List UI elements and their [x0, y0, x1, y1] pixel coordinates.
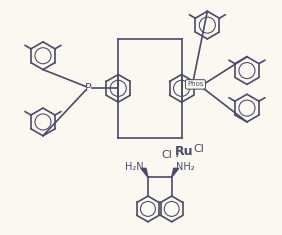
Text: P: P: [85, 83, 92, 93]
Text: Ru: Ru: [175, 145, 194, 158]
Polygon shape: [172, 168, 179, 177]
Polygon shape: [141, 168, 148, 177]
Text: ·: ·: [175, 149, 179, 164]
Text: H₂N: H₂N: [125, 162, 143, 172]
Text: Phos: Phos: [187, 81, 204, 87]
Text: Cl: Cl: [161, 149, 172, 160]
Text: NH₂: NH₂: [176, 162, 195, 172]
Text: Cl: Cl: [193, 144, 204, 154]
